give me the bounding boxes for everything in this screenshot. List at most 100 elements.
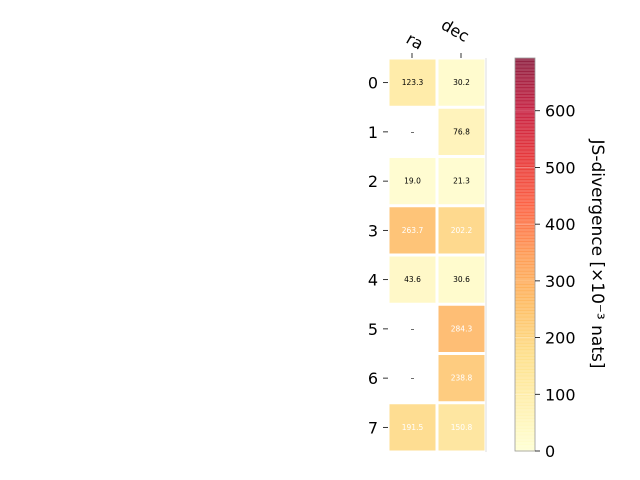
row-label-3: 3 — [368, 221, 378, 240]
colorbar-segment — [515, 283, 535, 288]
colorbar-segment — [515, 228, 535, 233]
colorbar-segment — [515, 398, 535, 403]
colorbar-segment — [515, 84, 535, 89]
heatmap-cell — [438, 108, 485, 155]
colorbar-segment — [515, 110, 535, 115]
colorbar-tick-label: 300 — [545, 272, 576, 291]
colorbar-segment — [515, 179, 535, 184]
colorbar-segment — [515, 251, 535, 256]
cell-value-label: 19.0 — [404, 177, 421, 186]
colorbar-segment — [515, 244, 535, 249]
colorbar-segment — [515, 323, 535, 328]
colorbar-segment — [515, 189, 535, 193]
colorbar-segment — [515, 195, 535, 200]
colorbar-segment — [515, 333, 535, 337]
colorbar-segment — [515, 90, 535, 95]
colorbar-segment — [515, 372, 535, 377]
colorbar-segment — [515, 441, 535, 446]
colorbar-segment — [515, 64, 535, 69]
colorbar-segment — [515, 221, 535, 226]
colorbar-segment — [515, 261, 535, 265]
heatmap-cell — [389, 256, 436, 303]
colorbar-segment — [515, 67, 535, 72]
colorbar-segment — [515, 303, 535, 308]
cell-value-label: 123.3 — [402, 78, 424, 87]
colorbar-segment — [515, 280, 535, 285]
colorbar-tick-label: 600 — [545, 102, 576, 121]
colorbar-tick-label: 200 — [545, 329, 576, 348]
colorbar-tick-label: 500 — [545, 158, 576, 177]
colorbar-segment — [515, 447, 535, 452]
colorbar-segment — [515, 123, 535, 128]
cell-value-label: – — [411, 324, 415, 333]
heatmap-cell — [438, 59, 485, 106]
colorbar-segment — [515, 126, 535, 131]
cell-value-label: 30.6 — [453, 275, 470, 284]
colorbar-segment — [515, 365, 535, 370]
colorbar-segment — [515, 87, 535, 92]
colorbar-segment — [515, 80, 535, 85]
colorbar-segment — [515, 231, 535, 236]
row-label-2: 2 — [368, 172, 378, 191]
colorbar-segment — [515, 274, 535, 279]
colorbar-segment — [515, 257, 535, 262]
heatmap-cell — [438, 256, 485, 303]
column-tick-labels: ra dec — [403, 15, 472, 58]
colorbar-segment — [515, 156, 535, 161]
colorbar-segment — [515, 293, 535, 298]
colorbar-segment — [515, 94, 535, 98]
colorbar-segment — [515, 159, 535, 164]
colorbar-segment — [515, 120, 535, 125]
colorbar-segment — [515, 388, 535, 393]
colorbar-segment — [515, 254, 535, 259]
heatmap-cells: 123.3 30.2 – 76.8 19.0 21.3 263.7 202.2 43.6 30.6… — [389, 58, 487, 452]
colorbar-segment — [515, 313, 535, 318]
colorbar-segment — [515, 208, 535, 213]
colorbar-tick-label: 400 — [545, 215, 576, 234]
cell-value-label: 263.7 — [402, 226, 424, 235]
colorbar-segment — [515, 411, 535, 416]
colorbar-tick-label: 100 — [545, 385, 576, 404]
heatmap-cell — [389, 158, 436, 205]
colorbar-segment — [515, 238, 535, 242]
colorbar-segment — [515, 152, 535, 157]
cell-value-label: 76.8 — [453, 127, 470, 136]
colorbar-segment — [515, 74, 535, 79]
row-label-5: 5 — [368, 320, 378, 339]
colorbar-segment — [515, 290, 535, 295]
row-label-6: 6 — [368, 369, 378, 388]
row-label-1: 1 — [368, 123, 378, 142]
colorbar-segment — [515, 418, 535, 423]
colorbar-segment — [515, 428, 535, 432]
colorbar-segment — [515, 300, 535, 305]
colorbar-segment — [515, 352, 535, 357]
colorbar-segment — [515, 346, 535, 351]
colorbar-tick-label: 0 — [545, 442, 555, 461]
colorbar-segment — [515, 172, 535, 177]
heatmap-cell — [438, 305, 485, 352]
colorbar-segment — [515, 116, 535, 121]
colorbar-segment — [515, 264, 535, 269]
cell-value-label: 150.8 — [451, 423, 473, 432]
colorbar-segment — [515, 434, 535, 439]
colorbar-segment — [515, 378, 535, 383]
row-tick-labels: 0 1 2 3 4 5 6 7 — [368, 74, 388, 437]
cell-value-label: 21.3 — [453, 177, 470, 186]
row-label-4: 4 — [368, 271, 378, 290]
colorbar-segment — [515, 444, 535, 449]
colorbar-segment — [515, 277, 535, 282]
colorbar-segment — [515, 326, 535, 331]
colorbar-segment — [515, 287, 535, 292]
colorbar-segment — [515, 215, 535, 220]
colorbar-segment — [515, 225, 535, 229]
colorbar-segment — [515, 424, 535, 429]
colorbar-segment — [515, 71, 535, 75]
colorbar-segment — [515, 136, 535, 141]
colorbar-segment — [515, 306, 535, 311]
colorbar-gradient — [515, 58, 535, 452]
colorbar-segment — [515, 107, 535, 111]
colorbar-segment — [515, 339, 535, 344]
colorbar-segment — [515, 356, 535, 360]
colorbar-segment — [515, 342, 535, 347]
colorbar-segment — [515, 385, 535, 390]
